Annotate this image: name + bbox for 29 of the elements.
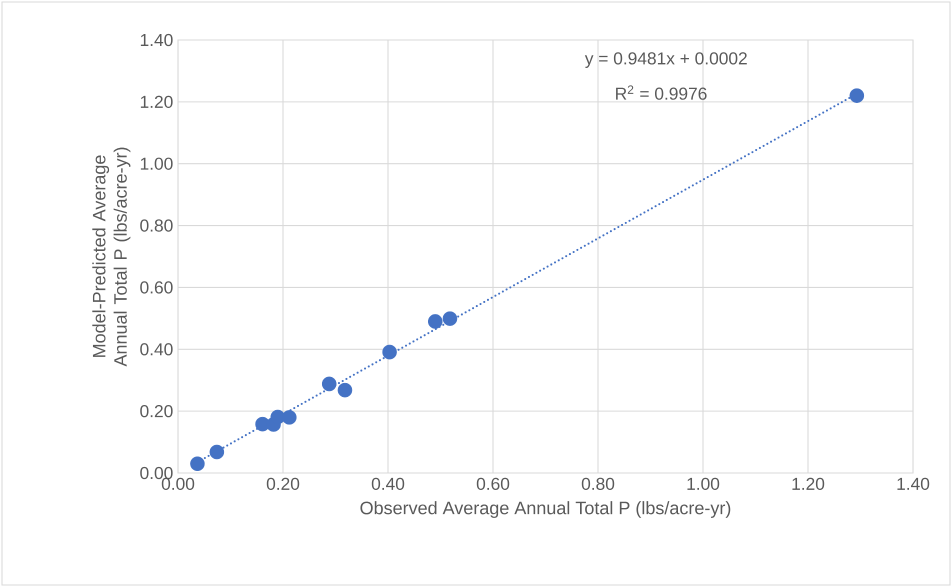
point [442, 311, 458, 326]
point [428, 314, 443, 329]
x-tick-label: 1.00 [687, 478, 720, 490]
point [850, 88, 864, 103]
annotation: y = 0.9481x + 0.0002 [584, 52, 747, 68]
y-tick-label: 1.20 [140, 96, 173, 108]
x-tick-label: 0.00 [162, 478, 194, 490]
y-tick-label: 1.40 [140, 34, 173, 46]
x-tick-label: 1.40 [897, 478, 930, 490]
y-tick-label: 0.60 [140, 281, 173, 294]
point [338, 382, 352, 398]
y-tick-label: 0.40 [140, 343, 173, 356]
y-tick-label: 1.00 [140, 158, 173, 170]
x-tick-label: 0.40 [372, 478, 404, 490]
y-axis-title: Model-Predicted Average Annual Total P (lbs/acre-yr) [92, 148, 130, 366]
y-tick-label: 0.00 [140, 466, 173, 480]
x-tick-label: 0.80 [582, 478, 614, 490]
x-tick-label: 0.20 [266, 478, 300, 490]
point [282, 410, 297, 425]
point [190, 456, 205, 471]
annotation: R$^{2}$ = 0.9976 [616, 85, 707, 100]
y-tick-label: 0.80 [140, 219, 173, 232]
point [382, 344, 397, 360]
x-tick-label: 1.20 [792, 478, 824, 490]
point [322, 376, 336, 392]
x-tick-label: 0.60 [476, 478, 510, 490]
y-tick-label: 0.20 [140, 405, 173, 418]
x-axis-title: Observed Average Annual Total P (lbs/acre-yr) [360, 501, 730, 518]
point [210, 444, 224, 460]
